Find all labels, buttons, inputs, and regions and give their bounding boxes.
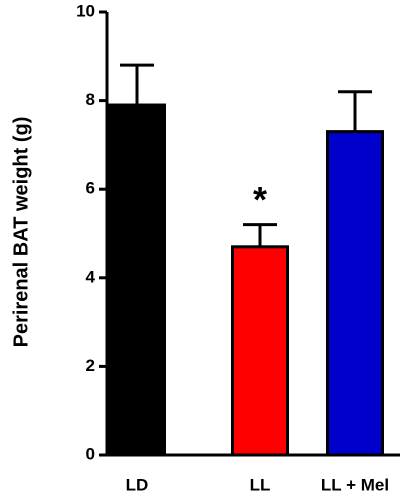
y-axis-label: Perirenal BAT weight (g) (10, 117, 32, 348)
bar (326, 130, 384, 457)
x-tick-label: LL + Mel (321, 475, 389, 494)
y-tick-label: 10 (76, 1, 95, 20)
y-tick-label: 4 (86, 267, 96, 286)
bar (231, 245, 289, 457)
y-tick-label: 0 (86, 444, 95, 463)
x-tick-label: LD (126, 475, 149, 494)
y-tick-label: 6 (86, 179, 95, 198)
annotation: * (253, 179, 267, 220)
y-tick-label: 8 (86, 90, 95, 109)
bar (108, 103, 166, 457)
x-tick-label: LL (250, 475, 271, 494)
y-tick-label: 2 (86, 356, 95, 375)
